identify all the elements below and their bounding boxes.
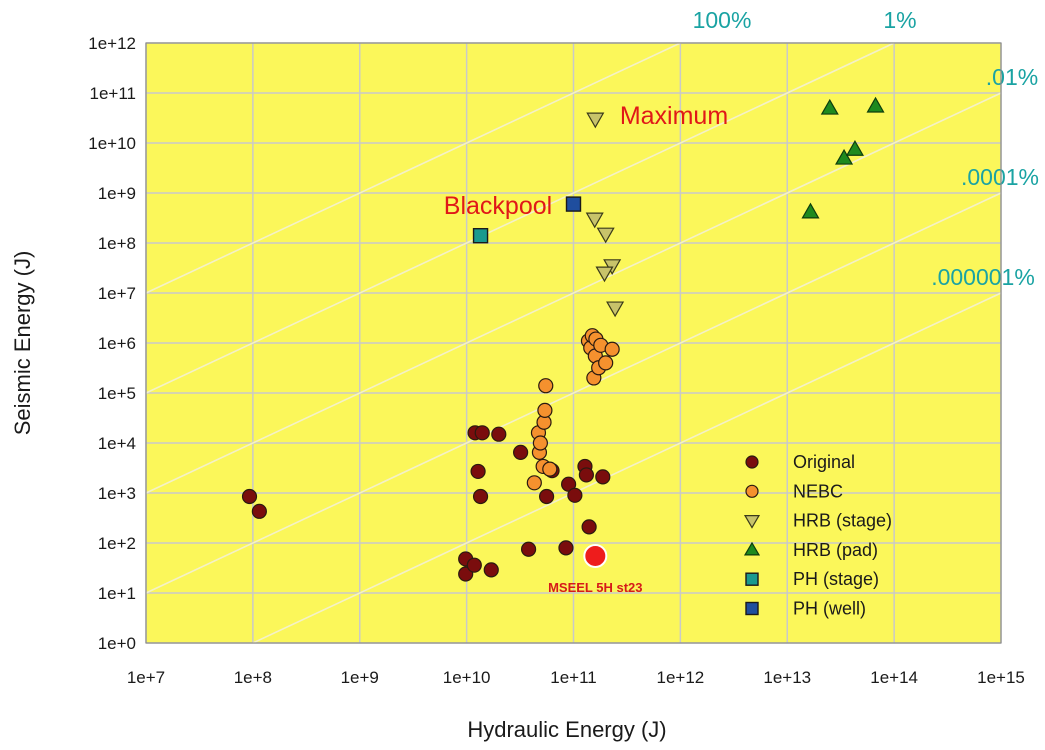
point-original bbox=[241, 488, 258, 505]
legend-nebc-marker bbox=[745, 484, 759, 498]
ratio-line bbox=[145, 42, 681, 294]
point-original bbox=[558, 540, 574, 556]
x-tick-label: 1e+14 bbox=[870, 668, 918, 687]
point-original bbox=[538, 488, 555, 505]
point-hrb-pad bbox=[835, 148, 854, 165]
legend-hrb-pad-label: HRB (pad) bbox=[793, 540, 878, 560]
y-tick-label: 1e+10 bbox=[88, 134, 136, 153]
point-original bbox=[472, 488, 489, 505]
point-original bbox=[491, 426, 507, 442]
point-original bbox=[520, 541, 537, 557]
legend-ph-well-marker bbox=[745, 601, 759, 616]
point-hrb-stage bbox=[606, 301, 625, 318]
y-tick-label: 1e+11 bbox=[90, 84, 136, 103]
point-nebc bbox=[604, 341, 620, 357]
legend-ph-well-label: PH (well) bbox=[793, 599, 866, 619]
point-hrb-pad bbox=[845, 140, 864, 156]
x-tick-label: 1e+8 bbox=[234, 668, 272, 687]
y-tick-label: 1e+5 bbox=[98, 384, 136, 403]
legend: Original NEBC HRB (stage) HRB (pad) PH (stag… bbox=[743, 452, 892, 619]
point-nebc bbox=[542, 461, 558, 477]
ratio-line-label: .000001% bbox=[931, 264, 1035, 290]
y-tick-label: 1e+6 bbox=[98, 334, 136, 353]
point-original bbox=[474, 425, 490, 441]
ratio-line-label: .0001% bbox=[961, 164, 1039, 190]
legend-original-label: Original bbox=[793, 452, 855, 472]
x-tick-label: 1e+12 bbox=[657, 668, 705, 687]
ratio-line bbox=[145, 192, 1002, 594]
point-hrb-stage bbox=[585, 212, 604, 229]
legend-hrb-stage-label: HRB (stage) bbox=[793, 511, 892, 531]
point-nebc bbox=[532, 435, 548, 451]
point-original bbox=[251, 503, 267, 519]
x-tick-label: 1e+13 bbox=[763, 668, 811, 687]
point-nebc bbox=[537, 402, 553, 418]
point-hrb-stage bbox=[586, 112, 605, 129]
y-tick-label: 1e+9 bbox=[98, 184, 136, 203]
ratio-line-label: .01% bbox=[986, 64, 1038, 90]
point-nebc bbox=[526, 475, 542, 491]
x-tick-label: 1e+10 bbox=[443, 668, 491, 687]
legend-nebc-label: NEBC bbox=[793, 481, 843, 501]
ratio-line bbox=[145, 42, 895, 394]
x-tick-label: 1e+15 bbox=[977, 668, 1025, 687]
point-hrb-stage bbox=[595, 266, 614, 283]
point-hrb-pad bbox=[801, 202, 820, 219]
point-original bbox=[470, 463, 486, 480]
point-original bbox=[595, 469, 611, 485]
y-tick-label: 1e+12 bbox=[88, 34, 136, 53]
ratio-line bbox=[252, 292, 1002, 644]
point-original bbox=[466, 557, 482, 573]
y-tick-label: 1e+7 bbox=[98, 284, 136, 303]
y-tick-label: 1e+4 bbox=[98, 434, 136, 453]
x-axis-title: Hydraulic Energy (J) bbox=[467, 717, 666, 742]
annotation-maximum: Maximum bbox=[620, 102, 728, 130]
ratio-line-label: 1% bbox=[883, 7, 916, 33]
ratio-lines: 100% 1% .01% .0001% .000001% bbox=[145, 7, 1039, 644]
highlight-label: MSEEL 5H st23 bbox=[548, 580, 642, 595]
x-tick-label: 1e+11 bbox=[550, 668, 596, 687]
legend-ph-stage-marker bbox=[745, 572, 759, 586]
y-axis-title: Seismic Energy (J) bbox=[10, 251, 35, 436]
y-tick-label: 1e+0 bbox=[98, 634, 136, 653]
plot-frame bbox=[145, 42, 1002, 644]
ratio-line-label: 100% bbox=[693, 7, 752, 33]
point-hrb-stage bbox=[596, 227, 615, 244]
legend-hrb-stage-marker bbox=[743, 514, 761, 529]
legend-hrb-pad-marker bbox=[743, 541, 761, 556]
y-tick-label: 1e+8 bbox=[98, 234, 136, 253]
point-original bbox=[513, 444, 529, 460]
legend-ph-stage-label: PH (stage) bbox=[793, 569, 879, 589]
point-hrb-pad bbox=[866, 96, 885, 113]
point-ph-well bbox=[565, 196, 582, 212]
annotations: Maximum Blackpool bbox=[444, 102, 728, 220]
point-original bbox=[578, 467, 594, 483]
highlight-point bbox=[583, 543, 608, 568]
point-original bbox=[567, 487, 583, 503]
point-ph-stage bbox=[472, 227, 489, 244]
point-original bbox=[483, 562, 499, 578]
y-tick-labels: 1e+0 1e+1 1e+2 1e+3 1e+4 1e+5 1e+6 1e+7 1e+8 1e+9… bbox=[88, 34, 136, 653]
point-original bbox=[581, 519, 597, 535]
point-nebc bbox=[538, 378, 554, 394]
ratio-line bbox=[145, 92, 1002, 494]
x-tick-label: 1e+9 bbox=[341, 668, 379, 687]
x-tick-labels: 1e+7 1e+8 1e+9 1e+10 1e+11 1e+12 1e+13 1e+14 1e+… bbox=[127, 668, 1025, 687]
annotation-blackpool: Blackpool bbox=[444, 192, 552, 220]
x-tick-label: 1e+7 bbox=[127, 668, 165, 687]
data-points: MSEEL 5H st23 bbox=[241, 96, 885, 595]
point-nebc bbox=[598, 355, 614, 371]
y-tick-label: 1e+3 bbox=[98, 484, 136, 503]
y-tick-label: 1e+1 bbox=[98, 584, 136, 603]
point-hrb-pad bbox=[820, 98, 839, 115]
legend-original-marker bbox=[745, 455, 759, 469]
y-tick-label: 1e+2 bbox=[98, 534, 136, 553]
